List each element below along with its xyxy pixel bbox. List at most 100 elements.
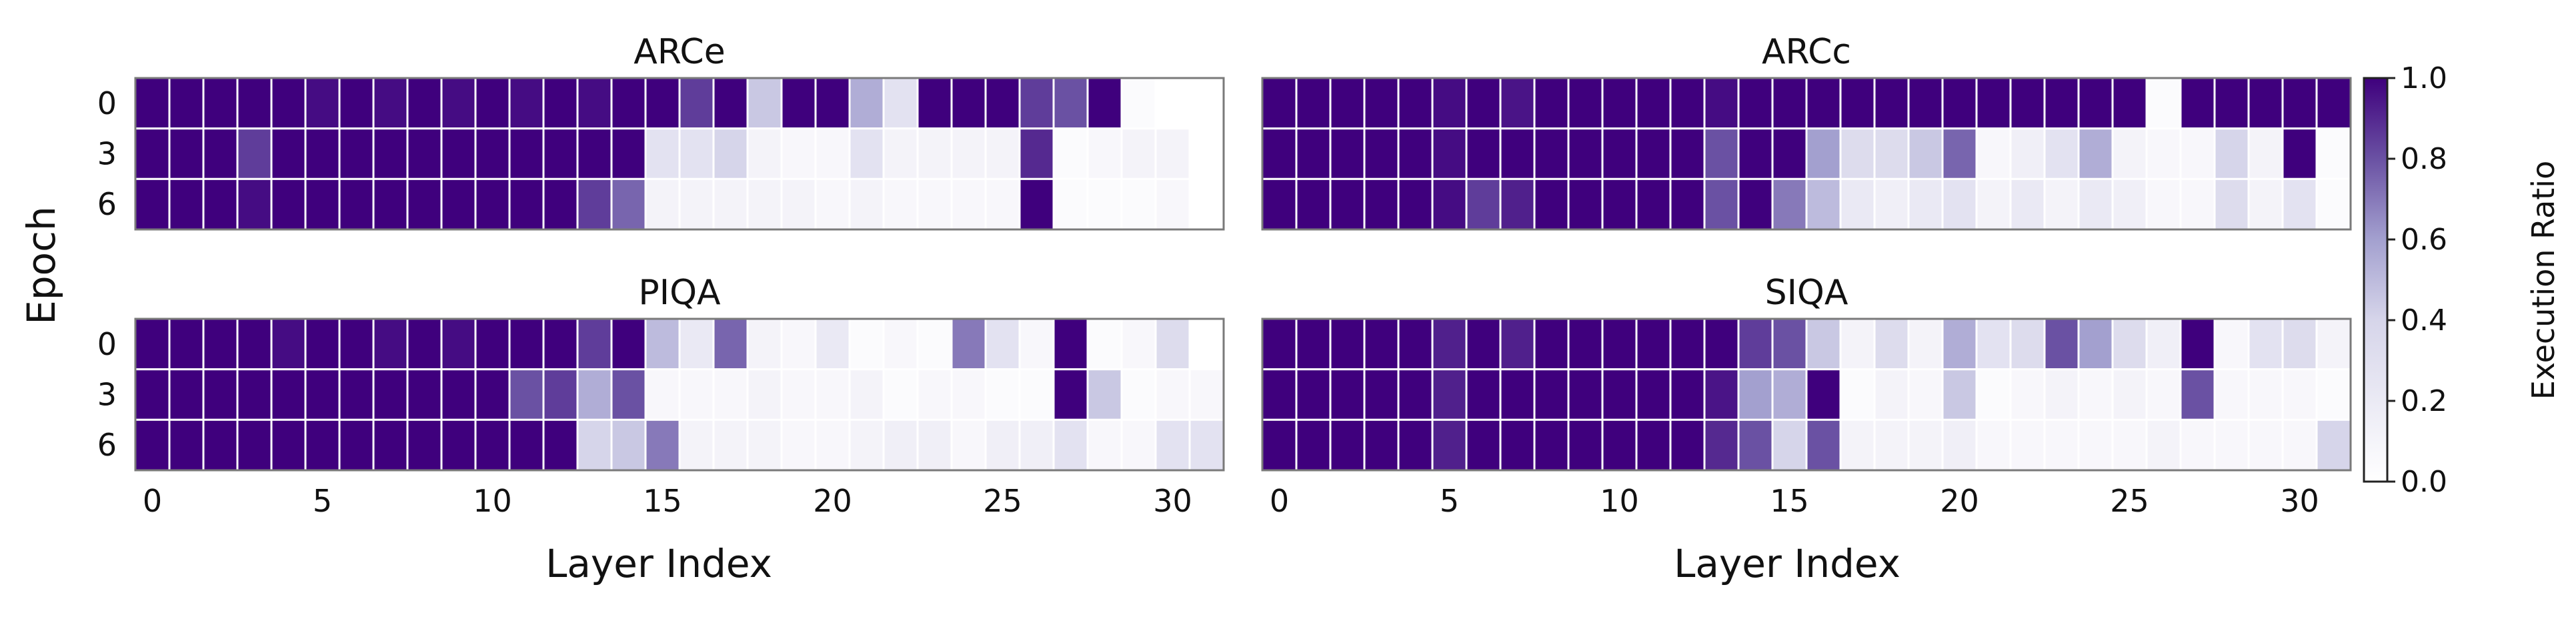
heatmap-cell [1052, 418, 1089, 472]
heatmap-cell [1975, 418, 2012, 472]
heatmap-cell [1703, 77, 1740, 130]
heatmap-cell [1431, 77, 1468, 130]
heatmap-cell [1533, 418, 1570, 472]
heatmap-cell [202, 368, 239, 421]
heatmap-cell [1737, 177, 1774, 231]
panel-frame [134, 77, 1225, 231]
heatmap-cell [814, 368, 851, 421]
heatmap-cell [1329, 418, 1366, 472]
heatmap-cell [1873, 418, 1910, 472]
heatmap-cell [2247, 77, 2284, 130]
heatmap-cell [1907, 418, 1944, 472]
heatmap-cell [1669, 177, 1706, 231]
heatmap-cell [2077, 77, 2114, 130]
heatmap-cell [1261, 368, 1298, 421]
heatmap-cell [1431, 127, 1468, 180]
heatmap-cell [508, 77, 545, 130]
heatmap-cell [1941, 177, 1978, 231]
heatmap-cell [2281, 177, 2318, 231]
y-tick-label: 3 [97, 377, 117, 413]
heatmap-cell [780, 77, 817, 130]
heatmap-cell [2315, 127, 2352, 180]
heatmap-cell [2247, 368, 2284, 421]
heatmap-cell [1669, 77, 1706, 130]
heatmap-cell [440, 177, 477, 231]
heatmap-cell [1120, 77, 1157, 130]
heatmap-cell [1018, 177, 1055, 231]
heatmap-cell [1086, 177, 1123, 231]
heatmap-cell [1737, 318, 1774, 371]
heatmap-cell [270, 418, 307, 472]
heatmap-cell [1873, 368, 1910, 421]
heatmap-cell [1397, 318, 1434, 371]
heatmap-cell [882, 127, 919, 180]
heatmap-cell [1805, 77, 1842, 130]
heatmap-cell [270, 318, 307, 371]
heatmap-cell [1397, 368, 1434, 421]
panel-title: ARCc [1762, 32, 1851, 72]
heatmap-cell [1052, 318, 1089, 371]
heatmap-cell [1669, 418, 1706, 472]
heatmap-cell [1703, 177, 1740, 231]
heatmap-cell [916, 318, 953, 371]
heatmap-cell [712, 177, 749, 231]
heatmap-cell [1737, 368, 1774, 421]
heatmap-cell [1771, 177, 1808, 231]
heatmap-cell [1154, 368, 1191, 421]
heatmap-cell [950, 368, 987, 421]
heatmap-cell [712, 418, 749, 472]
heatmap-cell [2179, 77, 2216, 130]
heatmap-cell [1669, 127, 1706, 180]
panel-title: ARCe [633, 32, 725, 72]
heatmap-cell [576, 418, 613, 472]
heatmap-cell [1329, 368, 1366, 421]
x-tick-label: 30 [2280, 483, 2319, 519]
heatmap-cell [678, 177, 715, 231]
heatmap-cell [1363, 418, 1400, 472]
heatmap-cell [1567, 77, 1604, 130]
heatmap-cell [1431, 318, 1468, 371]
heatmap-cell [712, 318, 749, 371]
heatmap-cell [576, 177, 613, 231]
heatmap-cell [1431, 418, 1468, 472]
heatmap-cell [916, 418, 953, 472]
colorbar-gradient [2363, 77, 2389, 483]
heatmap-cell [2179, 318, 2216, 371]
colorbar-label: Execution Ratio [2525, 161, 2561, 400]
y-tick-label: 6 [97, 427, 117, 463]
heatmap-cell [1188, 418, 1225, 472]
heatmap-cell [236, 418, 273, 472]
heatmap-cell [984, 127, 1021, 180]
y-axis-label: Epoch [19, 206, 64, 325]
heatmap-cell [1295, 127, 1332, 180]
heatmap-cell [236, 77, 273, 130]
heatmap-cell [1771, 368, 1808, 421]
heatmap-cell [270, 77, 307, 130]
heatmap-cell [2043, 177, 2080, 231]
heatmap-cell [814, 318, 851, 371]
heatmap-cell [270, 368, 307, 421]
heatmap-cell [916, 127, 953, 180]
heatmap-cell [984, 177, 1021, 231]
heatmap-cell [2315, 318, 2352, 371]
heatmap-cell [236, 318, 273, 371]
heatmap-cell [2213, 418, 2250, 472]
heatmap-cell [1805, 368, 1842, 421]
heatmap-cell [1567, 418, 1604, 472]
heatmap-cell [1499, 77, 1536, 130]
heatmap-cell [2111, 418, 2148, 472]
heatmap-cell [508, 127, 545, 180]
heatmap-cell [1635, 318, 1672, 371]
heatmap-cell [848, 418, 885, 472]
heatmap-cell [1086, 77, 1123, 130]
heatmap-cell [2077, 418, 2114, 472]
heatmap-cell [1363, 318, 1400, 371]
heatmap-cell [508, 177, 545, 231]
heatmap-cell [236, 177, 273, 231]
heatmap-cell [474, 368, 511, 421]
heatmap-cell [1499, 177, 1536, 231]
heatmap-cell [2247, 318, 2284, 371]
heatmap-cell [1086, 318, 1123, 371]
heatmap-cell [882, 368, 919, 421]
heatmap-cell [2043, 77, 2080, 130]
